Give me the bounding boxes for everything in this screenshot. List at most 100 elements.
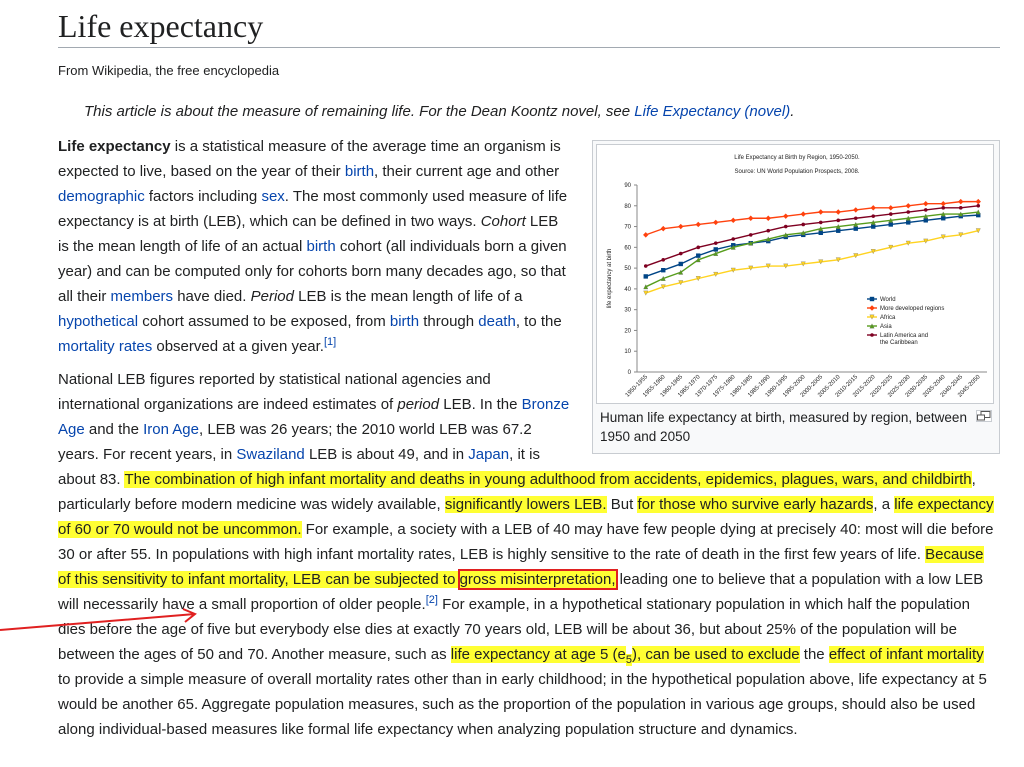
point: [888, 244, 894, 250]
point: [730, 217, 736, 224]
point: [643, 264, 648, 268]
point: [869, 296, 875, 302]
point: [871, 224, 876, 229]
text: But: [606, 496, 638, 513]
chart-subtitle: Source: UN World Population Prospects, 2…: [735, 169, 860, 175]
point: [888, 222, 893, 227]
point: [836, 228, 841, 233]
link[interactable]: Bronze Age: [58, 396, 570, 438]
point: [905, 215, 911, 221]
point: [643, 232, 649, 238]
point: [713, 241, 718, 245]
y-tick-label: 80: [624, 204, 631, 210]
text: LEB. In the: [439, 396, 522, 413]
highlight-boxed: gross misinterpretation,: [457, 569, 618, 590]
line: [645, 230, 979, 294]
citation[interactable]: [2]: [425, 594, 438, 606]
text: leading one to believe that a population…: [58, 571, 984, 613]
point: [853, 221, 859, 227]
chart-title: Life Expectancy at Birth by Region, 1950…: [734, 155, 860, 161]
point: [976, 203, 981, 208]
point: [766, 228, 771, 233]
highlight: The combination of high infant mortality…: [124, 471, 972, 488]
link[interactable]: birth: [344, 163, 375, 180]
link[interactable]: birth: [306, 238, 336, 255]
text: , LEB was 26 years; the 2010 world LEB w…: [58, 421, 532, 463]
point: [660, 284, 666, 290]
point: [695, 221, 701, 228]
legend-label-line: Latin America and: [880, 333, 928, 339]
link[interactable]: Japan: [468, 446, 510, 463]
highlight: life expectancy at age 5 (e: [450, 646, 626, 663]
link[interactable]: members: [110, 288, 174, 305]
legend-label: Africa: [880, 315, 896, 321]
point: [713, 251, 719, 256]
link[interactable]: Life Expectancy (novel): [634, 103, 791, 120]
y-tick-label: 40: [624, 287, 631, 293]
citation[interactable]: [1]: [323, 336, 337, 348]
point: [660, 225, 666, 232]
point: [940, 201, 946, 207]
paragraph: Life expectancy is a statistical measure…: [58, 134, 1000, 359]
text: This article is about the measure of rem…: [84, 103, 635, 120]
y-tick-label: 50: [624, 266, 631, 272]
text: cohort assumed to be exposed, from: [138, 313, 390, 330]
point: [713, 247, 718, 252]
text: have died.: [173, 288, 251, 305]
y-tick-label: 20: [624, 328, 631, 334]
link[interactable]: Swaziland: [236, 446, 305, 463]
text: through: [419, 313, 479, 330]
point: [661, 258, 666, 262]
point: [678, 269, 684, 275]
point: [869, 323, 875, 329]
link[interactable]: demographic: [58, 188, 145, 205]
point: [941, 216, 946, 221]
point: [800, 261, 806, 267]
point: [870, 219, 876, 225]
link[interactable]: death: [478, 313, 516, 330]
link[interactable]: sex: [261, 188, 285, 205]
text: LEB is about 49, and in: [304, 446, 469, 463]
point: [748, 240, 754, 246]
point: [818, 209, 824, 215]
legend-label: Latin America and the Caribbean: [880, 333, 928, 346]
point: [940, 211, 946, 217]
point: [800, 230, 806, 236]
text: National LEB figures reported by statist…: [58, 371, 491, 413]
y-tick-label: 90: [624, 183, 631, 189]
chart: Life Expectancy at Birth by Region, 1950…: [596, 144, 994, 404]
legend-label: World: [880, 297, 896, 303]
text: , to the: [515, 313, 562, 330]
y-tick-label: 0: [628, 370, 632, 376]
link[interactable]: Iron Age: [143, 421, 199, 438]
text: LEB is the mean length of life of a: [293, 288, 523, 305]
link[interactable]: birth: [389, 313, 420, 330]
point: [836, 218, 841, 223]
link[interactable]: hypothetical: [58, 313, 139, 330]
enlarge-icon[interactable]: [976, 410, 992, 422]
point: [958, 211, 964, 217]
point: [783, 263, 789, 269]
legend-label: Asia: [880, 324, 892, 330]
point: [853, 216, 858, 221]
point: [765, 263, 771, 269]
point: [853, 226, 858, 231]
text: For example, a society with a LEB of 40 …: [58, 521, 994, 563]
point: [748, 233, 753, 237]
point: [835, 209, 841, 215]
legend-label-line: the Caribbean: [880, 340, 918, 346]
point: [940, 234, 946, 240]
text: , particularly before modern medicine wa…: [58, 471, 976, 513]
point: [888, 212, 893, 216]
text: , their current age and other: [374, 163, 560, 180]
point: [923, 218, 928, 223]
bold: Life expectancy: [58, 138, 171, 155]
link[interactable]: mortality rates: [58, 338, 153, 355]
point: [818, 226, 824, 231]
point: [835, 257, 841, 263]
tagline: From Wikipedia, the free encyclopedia: [58, 63, 280, 78]
point: [731, 237, 736, 241]
text: , a: [873, 496, 895, 513]
point: [906, 220, 911, 225]
point: [958, 206, 963, 210]
